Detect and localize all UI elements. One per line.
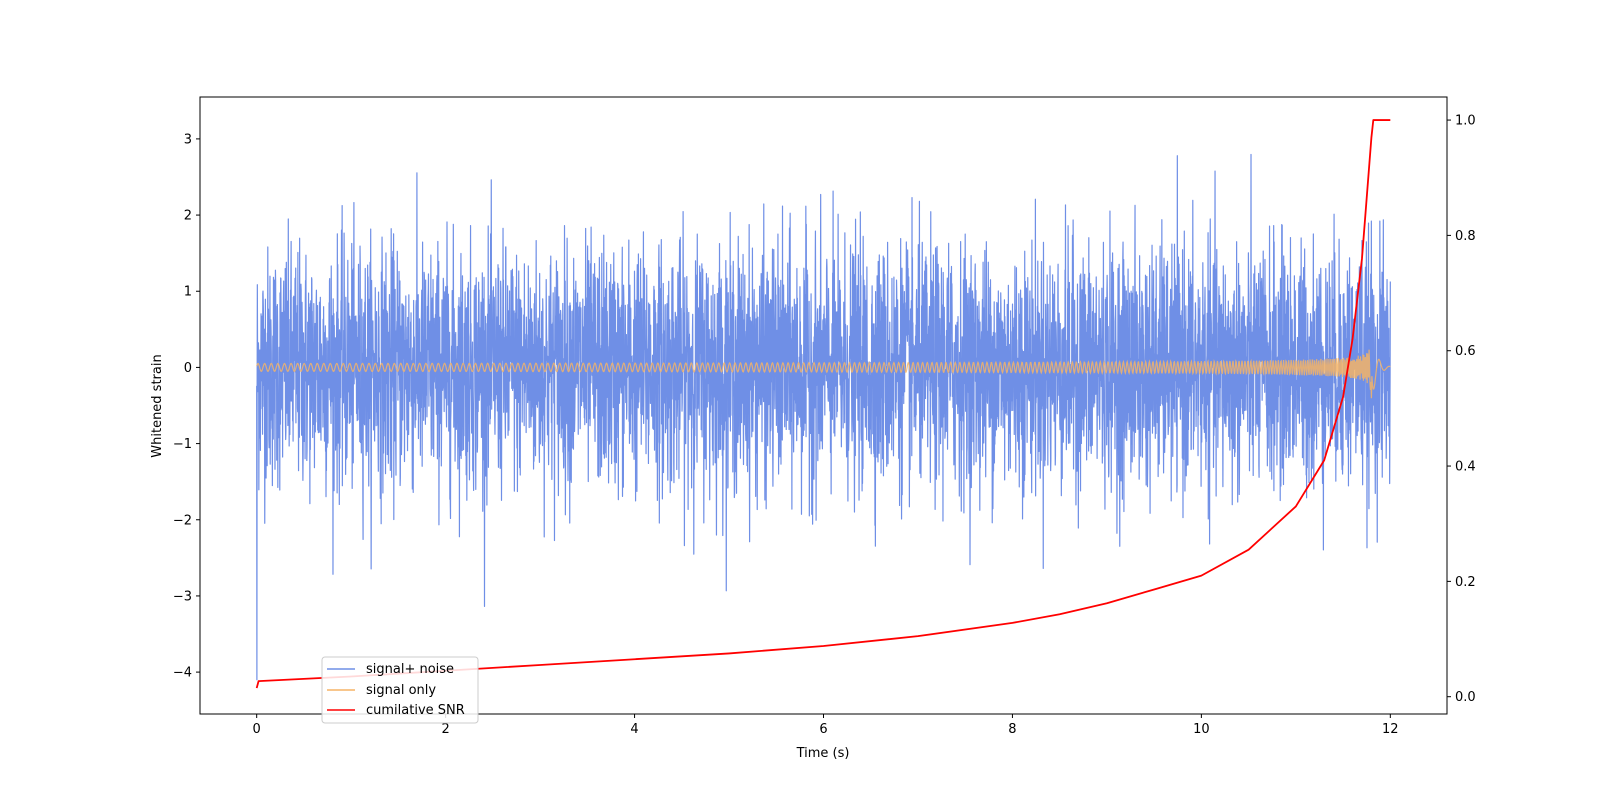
- x-tick-label: 6: [819, 722, 827, 737]
- y-tick-label: −4: [173, 666, 192, 681]
- y-tick-label: 2: [184, 209, 192, 224]
- y2-tick-label: 0.0: [1455, 690, 1476, 705]
- legend-label-signal-only: signal only: [366, 683, 436, 698]
- y2-tick-label: 0.4: [1455, 460, 1476, 475]
- y-tick-label: 3: [184, 132, 192, 147]
- legend-box: [321, 656, 479, 724]
- series-layer: [255, 119, 1391, 689]
- legend-label-cumulative-snr: cumilative SNR: [366, 703, 465, 718]
- x-axis-label: Time (s): [796, 746, 850, 761]
- y2-tick-label: 0.6: [1455, 344, 1476, 359]
- x-axis: 0 2 4 6 8 10 12: [253, 714, 1399, 737]
- y2-tick-label: 0.8: [1455, 229, 1476, 244]
- y-tick-label: 1: [184, 285, 192, 300]
- series-cumulative-snr: [255, 119, 1391, 689]
- y-axis-left: −4 −3 −2 −1 0 1 2 3: [173, 132, 200, 681]
- x-tick-label: 8: [1008, 722, 1016, 737]
- x-tick-label: 0: [253, 722, 261, 737]
- series-signal-only: [256, 349, 1391, 399]
- y-axis-label: Whitened strain: [150, 354, 165, 457]
- y-tick-label: −2: [173, 513, 192, 528]
- y2-tick-label: 1.0: [1455, 114, 1476, 129]
- y2-tick-label: 0.2: [1455, 575, 1476, 590]
- series-signal-noise: [256, 153, 1391, 681]
- y-tick-label: 0: [184, 361, 192, 376]
- x-tick-label: 12: [1382, 722, 1399, 737]
- legend-label-signal-noise: signal+ noise: [366, 662, 454, 677]
- x-tick-label: 4: [630, 722, 638, 737]
- y-axis-right: 0.0 0.2 0.4 0.6 0.8 1.0: [1447, 114, 1476, 705]
- x-tick-label: 10: [1193, 722, 1210, 737]
- y-tick-label: −3: [173, 589, 192, 604]
- legend: signal+ noise signal only cumilative SNR: [321, 656, 479, 724]
- x-tick-label: 2: [441, 722, 449, 737]
- y-tick-label: −1: [173, 437, 192, 452]
